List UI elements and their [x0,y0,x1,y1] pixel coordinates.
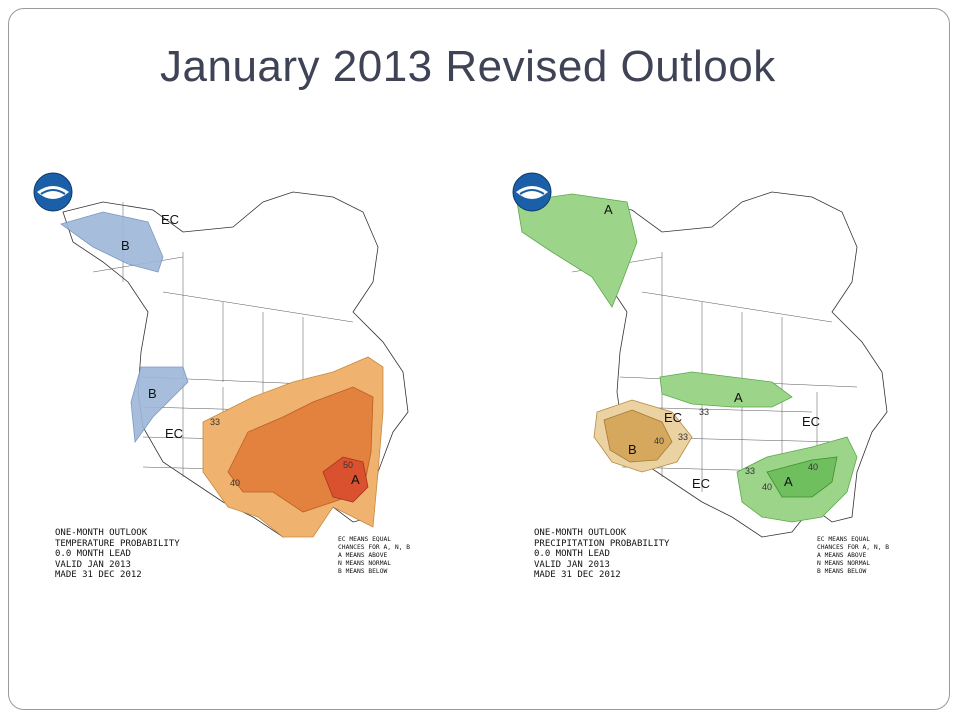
caption-line: MADE 31 DEC 2012 [534,570,621,580]
label-a-great-lakes: A [734,390,743,405]
caption-line: ONE-MONTH OUTLOOK [534,528,627,538]
caption-line: TEMPERATURE PROBABILITY [55,538,180,549]
temperature-caption: ONE-MONTH OUTLOOK TEMPERATURE PROBABILIT… [55,528,180,581]
label-b-southwest: B [628,442,637,457]
caption-line: VALID JAN 2013 [55,559,131,570]
legend-line: EC MEANS EQUAL [817,536,871,543]
contour-label-40-se2: 40 [808,462,818,472]
contour-label-33-se: 33 [745,466,755,476]
temperature-legend: EC MEANS EQUAL CHANCES FOR A, N, B A MEA… [338,536,410,576]
label-b-alaska: B [121,238,130,253]
label-ec-northeast: EC [802,414,820,429]
legend-line: N MEANS NORMAL [817,560,871,567]
caption-line: ONE-MONTH OUTLOOK [55,528,148,538]
precipitation-caption: ONE-MONTH OUTLOOK PRECIPITATION PROBABIL… [534,528,669,581]
noaa-logo [33,172,73,212]
label-ec-south: EC [692,476,710,491]
label-ec-west: EC [165,426,183,441]
contour-label-33-lakes: 33 [699,407,709,417]
below-zone-southwest-40 [603,409,673,463]
above-zone-southeast-40 [766,456,838,498]
above-zone-50 [322,456,369,503]
above-zone-great-lakes [659,371,793,408]
legend-line: A MEANS ABOVE [338,552,388,559]
contour-label-40: 40 [230,478,240,488]
label-a-southeast: A [784,474,793,489]
temperature-map-svg: EC B B EC 33 40 50 A [60,191,409,538]
legend-line: B MEANS BELOW [338,568,388,575]
contour-label-40-se: 40 [762,482,772,492]
caption-line: 0.0 MONTH LEAD [55,549,131,559]
precipitation-legend: EC MEANS EQUAL CHANCES FOR A, N, B A MEA… [817,536,889,576]
precipitation-outlook-map: A EC A 33 EC B 40 33 EC 33 40 A 40 ONE-M… [512,172,927,584]
label-b-pacific-nw: B [148,386,157,401]
below-zone-alaska [60,211,164,273]
slide-title: January 2013 Revised Outlook [160,42,776,91]
noaa-logo [512,172,552,212]
label-a-southeast: A [351,472,360,487]
legend-line: CHANCES FOR A, N, B [338,544,411,551]
label-ec-north: EC [161,212,179,227]
contour-label-33: 33 [210,417,220,427]
caption-line: PRECIPITATION PROBABILITY [534,538,670,549]
below-zone-pacific-nw [130,366,189,444]
contour-label-50: 50 [343,460,353,470]
above-zone-alaska [516,193,638,308]
caption-line: MADE 31 DEC 2012 [55,570,142,580]
caption-line: 0.0 MONTH LEAD [534,549,610,559]
precipitation-map-svg: A EC A 33 EC B 40 33 EC 33 40 A 40 [516,191,888,538]
label-a-alaska: A [604,202,613,217]
temperature-outlook-map: EC B B EC 33 40 50 A ONE-MONTH OUTLOOK T… [33,172,448,584]
legend-line: EC MEANS EQUAL [338,536,392,543]
contour-label-33-sw: 33 [678,432,688,442]
contour-label-40-sw: 40 [654,436,664,446]
label-ec-north: EC [664,410,682,425]
legend-line: A MEANS ABOVE [817,552,867,559]
legend-line: B MEANS BELOW [817,568,867,575]
caption-line: VALID JAN 2013 [534,559,610,570]
legend-line: N MEANS NORMAL [338,560,392,567]
legend-line: CHANCES FOR A, N, B [817,544,890,551]
